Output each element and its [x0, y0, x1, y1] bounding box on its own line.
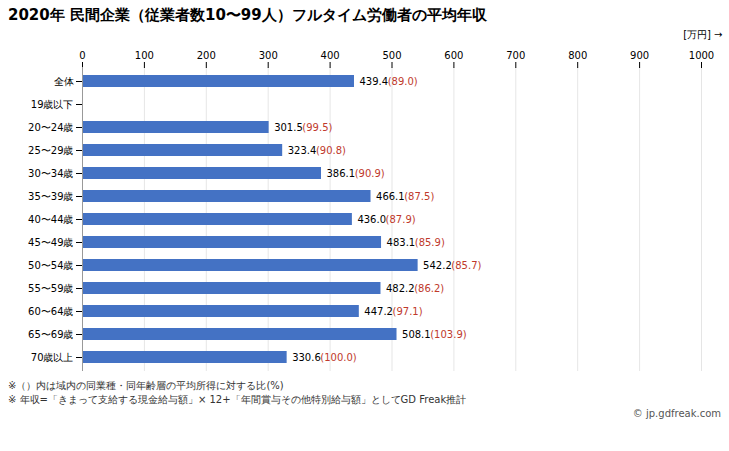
svg-text:436.0: 436.0	[357, 214, 386, 225]
svg-text:508.1: 508.1	[402, 329, 431, 340]
svg-text:(85.9): (85.9)	[415, 237, 445, 248]
svg-text:60〜64歳: 60〜64歳	[28, 306, 73, 317]
svg-text:1000: 1000	[689, 50, 714, 61]
svg-text:(103.9): (103.9)	[430, 329, 467, 340]
svg-text:482.2: 482.2	[386, 283, 415, 294]
svg-text:(90.8): (90.8)	[316, 145, 346, 156]
svg-text:(90.9): (90.9)	[355, 168, 385, 179]
svg-text:(99.5): (99.5)	[302, 122, 332, 133]
svg-text:700: 700	[506, 50, 525, 61]
svg-text:0: 0	[79, 50, 85, 61]
svg-text:(89.0): (89.0)	[388, 76, 418, 87]
svg-text:300: 300	[259, 50, 278, 61]
html-text:※ 年収=「きまって支給する現金給与額」× 12+「年間賞与: ※ 年収=「きまって支給する現金給与額」× 12+「年間賞与その他特別給与額」と…	[8, 394, 467, 405]
svg-text:323.4: 323.4	[288, 145, 317, 156]
svg-text:466.1: 466.1	[376, 191, 405, 202]
svg-text:100: 100	[135, 50, 154, 61]
svg-text:50〜54歳: 50〜54歳	[28, 260, 73, 271]
svg-text:19歳以下: 19歳以下	[31, 99, 74, 110]
html-text:※（）内は域内の同業種・同年齢層の平均所得に対する比(%): ※（）内は域内の同業種・同年齢層の平均所得に対する比(%)	[8, 380, 284, 391]
html-text:2020年 民間企業（従業者数10〜99人）フルタイム労働者: 2020年 民間企業（従業者数10〜99人）フルタイム労働者の平均年収	[8, 6, 487, 24]
svg-text:483.1: 483.1	[387, 237, 416, 248]
svg-text:40〜44歳: 40〜44歳	[28, 214, 73, 225]
svg-text:800: 800	[568, 50, 587, 61]
html-text:© jp.gdfreak.com: © jp.gdfreak.com	[632, 408, 721, 419]
svg-text:65〜69歳: 65〜69歳	[28, 329, 73, 340]
svg-text:70歳以上: 70歳以上	[31, 352, 74, 363]
svg-text:439.4: 439.4	[359, 76, 388, 87]
svg-text:(86.2): (86.2)	[414, 283, 444, 294]
svg-text:447.2: 447.2	[364, 306, 393, 317]
svg-text:600: 600	[444, 50, 463, 61]
svg-text:(87.9): (87.9)	[386, 214, 416, 225]
svg-text:(87.5): (87.5)	[404, 191, 434, 202]
svg-text:200: 200	[197, 50, 216, 61]
svg-text:386.1: 386.1	[326, 168, 355, 179]
svg-text:[万円] →: [万円] →	[683, 29, 722, 40]
svg-text:330.6: 330.6	[292, 352, 321, 363]
svg-text:45〜49歳: 45〜49歳	[28, 237, 73, 248]
svg-text:542.2: 542.2	[423, 260, 452, 271]
svg-text:(100.0): (100.0)	[320, 352, 357, 363]
svg-text:全体: 全体	[54, 76, 74, 87]
svg-text:35〜39歳: 35〜39歳	[28, 191, 73, 202]
svg-text:20〜24歳: 20〜24歳	[28, 122, 73, 133]
svg-text:25〜29歳: 25〜29歳	[28, 145, 73, 156]
svg-text:900: 900	[630, 50, 649, 61]
svg-text:500: 500	[382, 50, 401, 61]
svg-text:301.5: 301.5	[274, 122, 303, 133]
svg-text:400: 400	[321, 50, 340, 61]
svg-text:(97.1): (97.1)	[393, 306, 423, 317]
svg-text:(85.7): (85.7)	[451, 260, 481, 271]
svg-text:30〜34歳: 30〜34歳	[28, 168, 73, 179]
svg-text:55〜59歳: 55〜59歳	[28, 283, 73, 294]
